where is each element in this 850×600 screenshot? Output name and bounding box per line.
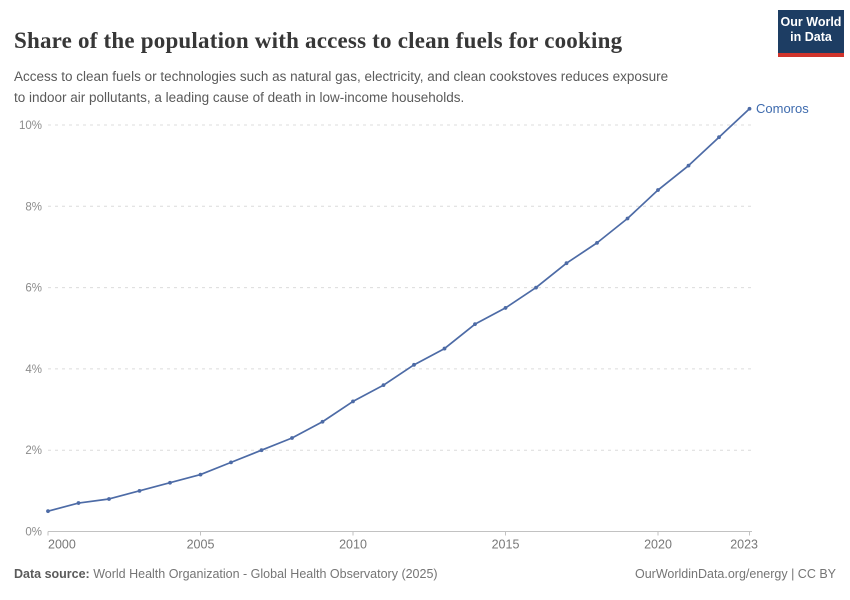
data-point: [381, 383, 386, 388]
data-point: [290, 436, 294, 440]
data-point: [717, 135, 721, 140]
data-point: [259, 448, 264, 453]
entity-label: Comoros: [756, 101, 809, 116]
owid-logo: Our World in Data: [778, 10, 844, 57]
data-point: [198, 472, 203, 477]
data-point: [503, 306, 508, 310]
data-point: [534, 285, 538, 290]
data-source: Data source: World Health Organization -…: [14, 567, 438, 581]
data-point: [76, 501, 81, 505]
y-tick-label: 0%: [25, 527, 42, 539]
data-point: [747, 106, 752, 111]
data-point: [686, 163, 691, 168]
data-point: [229, 460, 233, 465]
y-tick-label: 2%: [25, 445, 42, 457]
x-tick-label: 2020: [644, 538, 672, 552]
x-tick-label: 2000: [48, 538, 76, 552]
data-point: [46, 509, 50, 514]
x-tick-label: 2023: [730, 538, 758, 552]
data-point: [442, 346, 447, 351]
page-title: Share of the population with access to c…: [14, 28, 623, 54]
owid-logo-line1: Our World: [780, 15, 842, 29]
data-source-text: World Health Organization - Global Healt…: [89, 567, 438, 581]
subtitle-line-2: to indoor air pollutants, a leading caus…: [14, 89, 465, 105]
page-subtitle: Access to clean fuels or technologies su…: [14, 66, 744, 108]
chart-footer: Data source: World Health Organization -…: [14, 567, 836, 581]
x-tick-label: 2015: [492, 538, 520, 552]
x-tick-label: 2005: [187, 538, 215, 552]
line-chart-svg[interactable]: 0% 2% 4% 6% 8% 10% 2000 2005 2010 2015 2020 2023 Com…: [0, 95, 850, 560]
y-tick-label: 8%: [25, 201, 42, 213]
data-point: [656, 188, 660, 192]
subtitle-line-1: Access to clean fuels or technologies su…: [14, 68, 669, 84]
data-point: [351, 399, 355, 404]
data-point: [595, 240, 599, 245]
data-point: [412, 362, 416, 367]
data-point: [107, 497, 111, 501]
data-point: [137, 488, 142, 493]
owid-logo-line2: in Data: [790, 30, 832, 44]
y-tick-label: 4%: [25, 364, 42, 376]
y-tick-label: 10%: [19, 120, 42, 132]
data-point: [564, 261, 569, 266]
data-point: [625, 216, 630, 221]
data-source-label: Data source:: [14, 567, 90, 581]
data-point: [320, 419, 325, 424]
line-chart: 0% 2% 4% 6% 8% 10% 2000 2005 2010 2015 2020 2023 Com…: [0, 95, 850, 560]
y-tick-label: 6%: [25, 283, 42, 295]
license-note: OurWorldinData.org/energy | CC BY: [634, 567, 836, 581]
data-point: [473, 322, 477, 327]
data-point: [168, 480, 172, 485]
x-tick-label: 2010: [339, 538, 367, 552]
series-line[interactable]: [47, 107, 751, 513]
